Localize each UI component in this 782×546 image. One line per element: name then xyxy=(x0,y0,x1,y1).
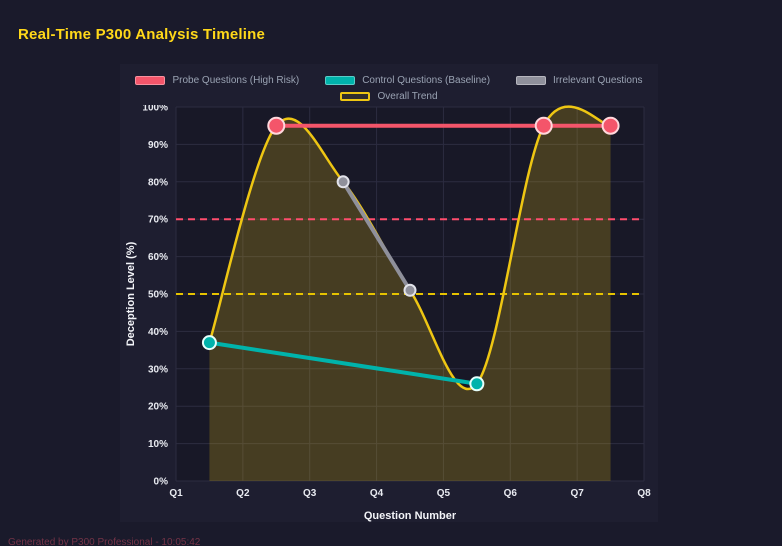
data-point-1-2[interactable] xyxy=(534,116,553,135)
data-point-2-2[interactable] xyxy=(469,376,485,392)
x-tick-label: Q3 xyxy=(303,488,317,499)
data-point-2-1[interactable] xyxy=(201,335,217,351)
y-tick-label: 50% xyxy=(148,290,168,301)
chart-panel: Probe Questions (High Risk) Control Quest… xyxy=(120,64,658,522)
data-point-1-3[interactable] xyxy=(601,116,620,135)
series-line-2 xyxy=(207,340,479,386)
series-line-3 xyxy=(341,179,412,293)
legend-swatch xyxy=(135,75,166,85)
chart-legend: Probe Questions (High Risk) Control Quest… xyxy=(120,64,658,105)
legend-item-2[interactable]: Control Questions (Baseline) xyxy=(325,75,490,86)
x-axis-title: Question Number xyxy=(364,510,457,522)
y-tick-label: 80% xyxy=(148,177,168,188)
x-tick-label: Q5 xyxy=(437,488,451,499)
footer-text: Generated by P300 Professional - 10:05:4… xyxy=(8,537,201,546)
x-tick-label: Q4 xyxy=(370,488,384,499)
y-axis-title: Deception Level (%) xyxy=(125,241,137,346)
legend-item-3[interactable]: Irrelevant Questions xyxy=(516,75,643,86)
data-point-1-1[interactable] xyxy=(267,116,286,135)
y-tick-label: 70% xyxy=(148,215,168,226)
legend-swatch xyxy=(516,75,547,85)
x-tick-label: Q8 xyxy=(637,488,651,499)
legend-label: Control Questions (Baseline) xyxy=(362,74,491,86)
y-tick-label: 40% xyxy=(148,327,168,338)
y-tick-label: 60% xyxy=(148,252,168,263)
page-title: Real-Time P300 Analysis Timeline xyxy=(18,26,266,43)
y-tick-label: 100% xyxy=(142,105,168,114)
y-tick-label: 90% xyxy=(148,140,168,151)
x-tick-label: Q1 xyxy=(169,488,183,499)
x-tick-label: Q2 xyxy=(236,488,250,499)
data-point-3-1[interactable] xyxy=(336,175,350,189)
y-tick-label: 30% xyxy=(148,364,168,375)
x-tick-label: Q6 xyxy=(504,488,518,499)
y-tick-label: 20% xyxy=(148,402,168,413)
legend-label: Overall Trend xyxy=(377,90,438,102)
legend-label: Probe Questions (High Risk) xyxy=(172,74,300,86)
legend-swatch xyxy=(340,91,371,101)
legend-item-1[interactable]: Probe Questions (High Risk) xyxy=(135,75,299,86)
legend-swatch xyxy=(325,75,356,85)
data-point-3-2[interactable] xyxy=(403,283,417,297)
legend-item-4[interactable]: Overall Trend xyxy=(340,90,438,102)
chart-svg: 0% 10% 20% 30% 40% 50% 60% 70% 80% 90% 100% Q1 Q2 Q3 Q… xyxy=(125,105,651,522)
y-tick-label: 10% xyxy=(148,439,168,450)
y-tick-label: 0% xyxy=(154,477,169,488)
legend-label: Irrelevant Questions xyxy=(553,74,643,86)
legend-row-1: Probe Questions (High Risk) Control Quest… xyxy=(135,73,643,87)
legend-row-2: Overall Trend xyxy=(340,89,438,103)
x-tick-label: Q7 xyxy=(570,488,584,499)
